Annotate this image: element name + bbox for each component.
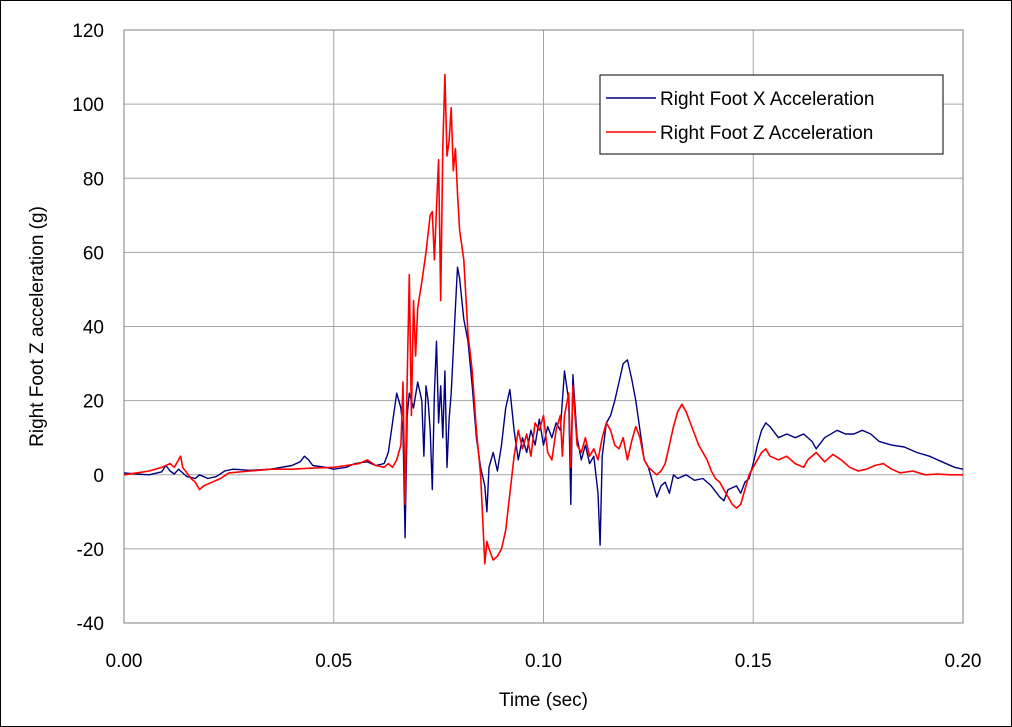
- plot-area: [123, 29, 964, 624]
- y-tick-label: -40: [77, 614, 104, 635]
- x-tick-label: 0.20: [945, 651, 982, 672]
- legend-box: [599, 74, 944, 155]
- x-tick-label: 0.00: [106, 651, 143, 672]
- y-tick-label: 80: [83, 169, 104, 190]
- y-tick-label: 120: [72, 21, 104, 42]
- legend: Right Foot X Acceleration Right Foot Z A…: [599, 74, 944, 155]
- x-axis-ticks: 0.00 0.05 0.10 0.15 0.20: [106, 651, 982, 672]
- x-tick-label: 0.15: [735, 651, 772, 672]
- y-tick-label: 60: [83, 243, 104, 264]
- x-tick-label: 0.10: [525, 651, 562, 672]
- y-tick-label: 0: [93, 466, 104, 487]
- y-tick-label: 100: [72, 95, 104, 116]
- legend-label-z-acceleration: Right Foot Z Acceleration: [660, 123, 873, 144]
- y-axis-ticks: -40 -20 0 20 40 60 80 100 120: [72, 21, 104, 635]
- series-lines: [123, 73, 964, 565]
- y-axis-title: Right Foot Z acceleration (g): [27, 206, 48, 447]
- series-line-z-acceleration: [123, 73, 963, 565]
- x-axis-title: Time (sec): [499, 690, 588, 711]
- y-tick-label: -20: [77, 540, 104, 561]
- y-tick-label: 40: [83, 318, 104, 339]
- x-tick-label: 0.05: [315, 651, 352, 672]
- y-tick-label: 20: [83, 392, 104, 413]
- legend-label-x-acceleration: Right Foot X Acceleration: [660, 89, 874, 110]
